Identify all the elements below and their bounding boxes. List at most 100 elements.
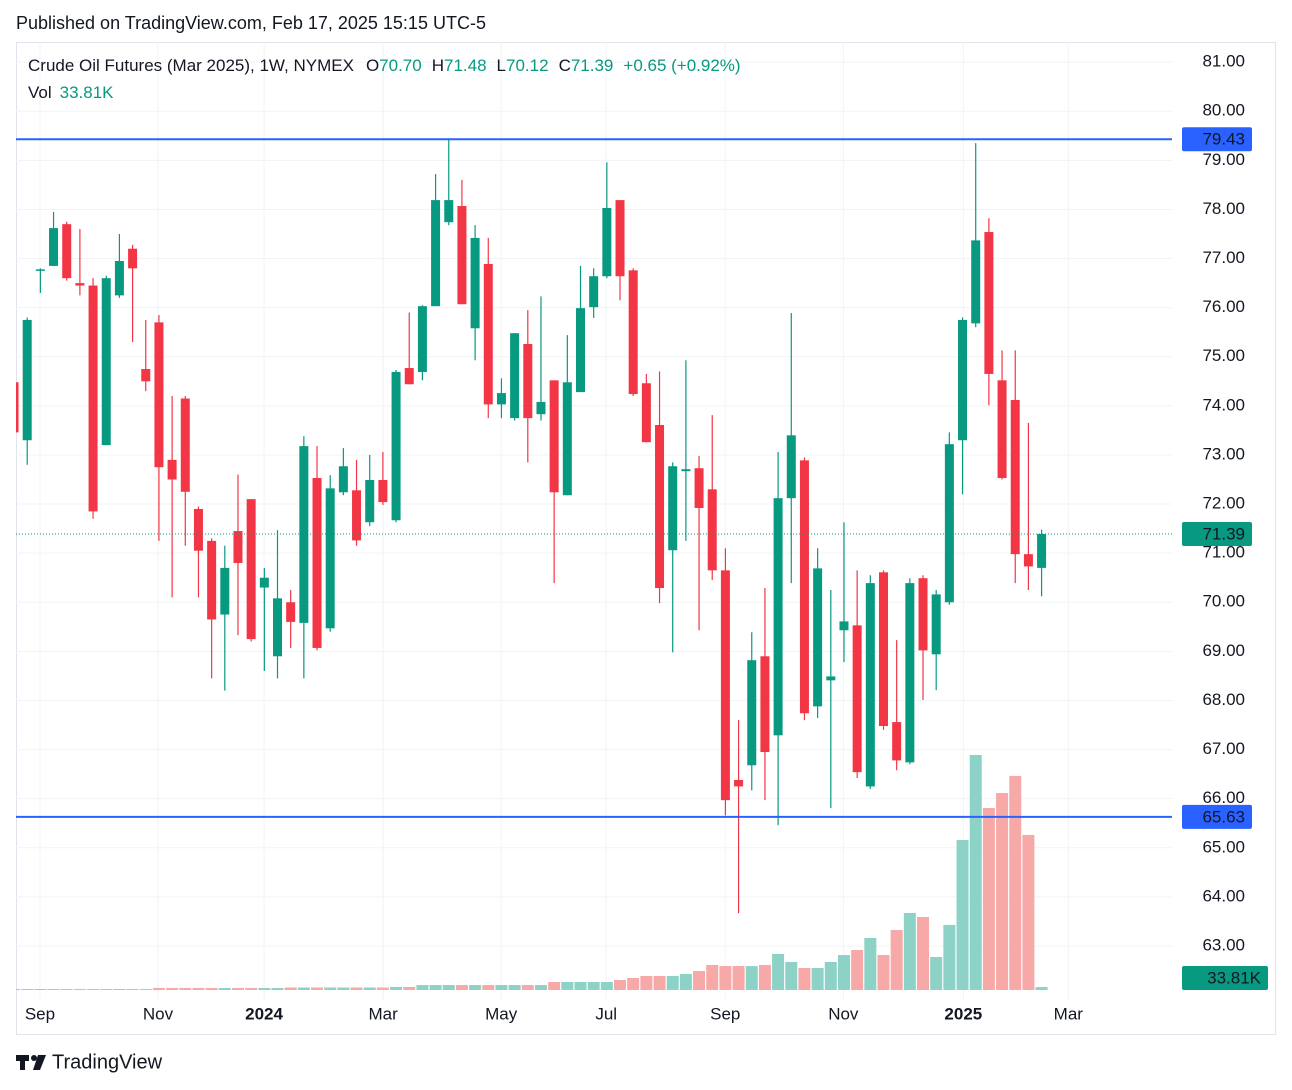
candle-body [839,621,849,631]
candle-body [852,625,862,773]
candle-body [470,237,480,329]
candle-body [602,207,612,277]
volume-bar [798,967,811,990]
volume-bar [34,989,47,990]
y-tick-label: 74.00 [1202,395,1245,414]
candle-body [180,398,190,492]
ohlc-value: 70.12 [506,56,549,75]
volume-bar [837,955,850,990]
volume-bar [324,987,337,990]
candle-body [905,583,915,763]
candle-body [720,570,730,801]
candle-body [628,270,638,395]
candle-body [49,228,59,266]
volume-bar [166,987,179,990]
candle-body [220,567,230,615]
candle-body [1023,554,1033,567]
candle-body [523,343,533,419]
legend-line: Crude Oil Futures (Mar 2025), 1W, NYMEX O… [28,56,741,75]
candle-body [431,200,441,307]
candle-body [971,240,981,324]
volume-bar [706,964,719,990]
brand-logo [16,1055,46,1070]
y-tick-label: 63.00 [1202,935,1245,954]
level-tag [1182,804,1252,829]
candle-body [760,656,770,753]
volume-bar [271,987,284,990]
volume-bar [231,987,244,990]
x-tick-label: Jul [595,1004,617,1023]
candle-body [958,319,968,441]
candle-body [575,308,585,393]
ohlc-value: 70.70 [379,56,422,75]
volume-bar [495,985,508,990]
volume-bar [205,987,218,990]
volume-bar [758,964,771,990]
candle-body [681,469,691,472]
candle-body [483,263,493,405]
volume-bar [666,975,679,990]
volume-bar [864,937,877,990]
ohlc-value: 71.39 [571,56,614,75]
candle-body [510,333,520,419]
volume-bar [363,987,376,990]
candle-body [734,780,744,787]
volume-bar [284,987,297,990]
y-tick-label: 75.00 [1202,346,1245,365]
volume-bar [100,989,113,990]
y-tick-label: 65.00 [1202,837,1245,856]
candle-body [865,583,875,787]
candle-body [378,479,388,503]
candle-body [417,306,427,372]
candle-body [352,490,362,541]
volume-bar [561,982,574,990]
y-tick-label: 64.00 [1202,886,1245,905]
candle-body [16,382,19,433]
x-tick-label: Nov [828,1004,859,1023]
candle-body [114,260,124,296]
volume-bar [653,975,666,990]
volume-bar [969,755,982,990]
candle-body [773,498,783,736]
volume-tag-label: 33.81K [1207,968,1262,987]
volume-bar [877,955,890,990]
volume-bar [574,982,587,990]
y-tick-label: 78.00 [1202,199,1245,218]
candle-body [615,200,625,277]
ohlc-key: H [432,56,444,75]
volume-bar [60,989,73,990]
volume-tag [1182,966,1268,990]
candle-body [128,248,138,269]
volume-bar [732,966,745,990]
volume-bar [930,956,943,990]
volume-bar [258,987,271,990]
y-tick-label: 67.00 [1202,739,1245,758]
volume-bar [245,987,258,990]
y-tick-label: 69.00 [1202,641,1245,660]
y-tick-label: 72.00 [1202,494,1245,513]
candle-body [786,435,796,499]
y-tick-label: 80.00 [1202,101,1245,120]
volume-bar [719,966,732,990]
x-tick-label: 2025 [944,1004,982,1023]
candle-body [88,285,98,512]
y-tick-label: 76.00 [1202,297,1245,316]
candle-body [404,368,414,385]
volume-bar [627,978,640,990]
candle-body [892,722,902,761]
level-tag [1182,127,1252,152]
candle-body [944,444,954,603]
volume-bar [429,985,442,990]
published-note: Published on TradingView.com, Feb 17, 20… [16,13,486,33]
volume-bar [600,982,613,990]
candle-body [207,540,217,620]
volume-bar [534,985,547,990]
symbol-title: Crude Oil Futures (Mar 2025), 1W, NYMEX [28,56,354,75]
candle-body [813,568,823,707]
x-tick-label: Mar [369,1004,399,1023]
level-label: 79.43 [1202,130,1245,149]
y-tick-label: 79.00 [1202,150,1245,169]
candle-body [878,572,888,727]
volume-bar [47,989,60,990]
candle-body [826,676,836,681]
